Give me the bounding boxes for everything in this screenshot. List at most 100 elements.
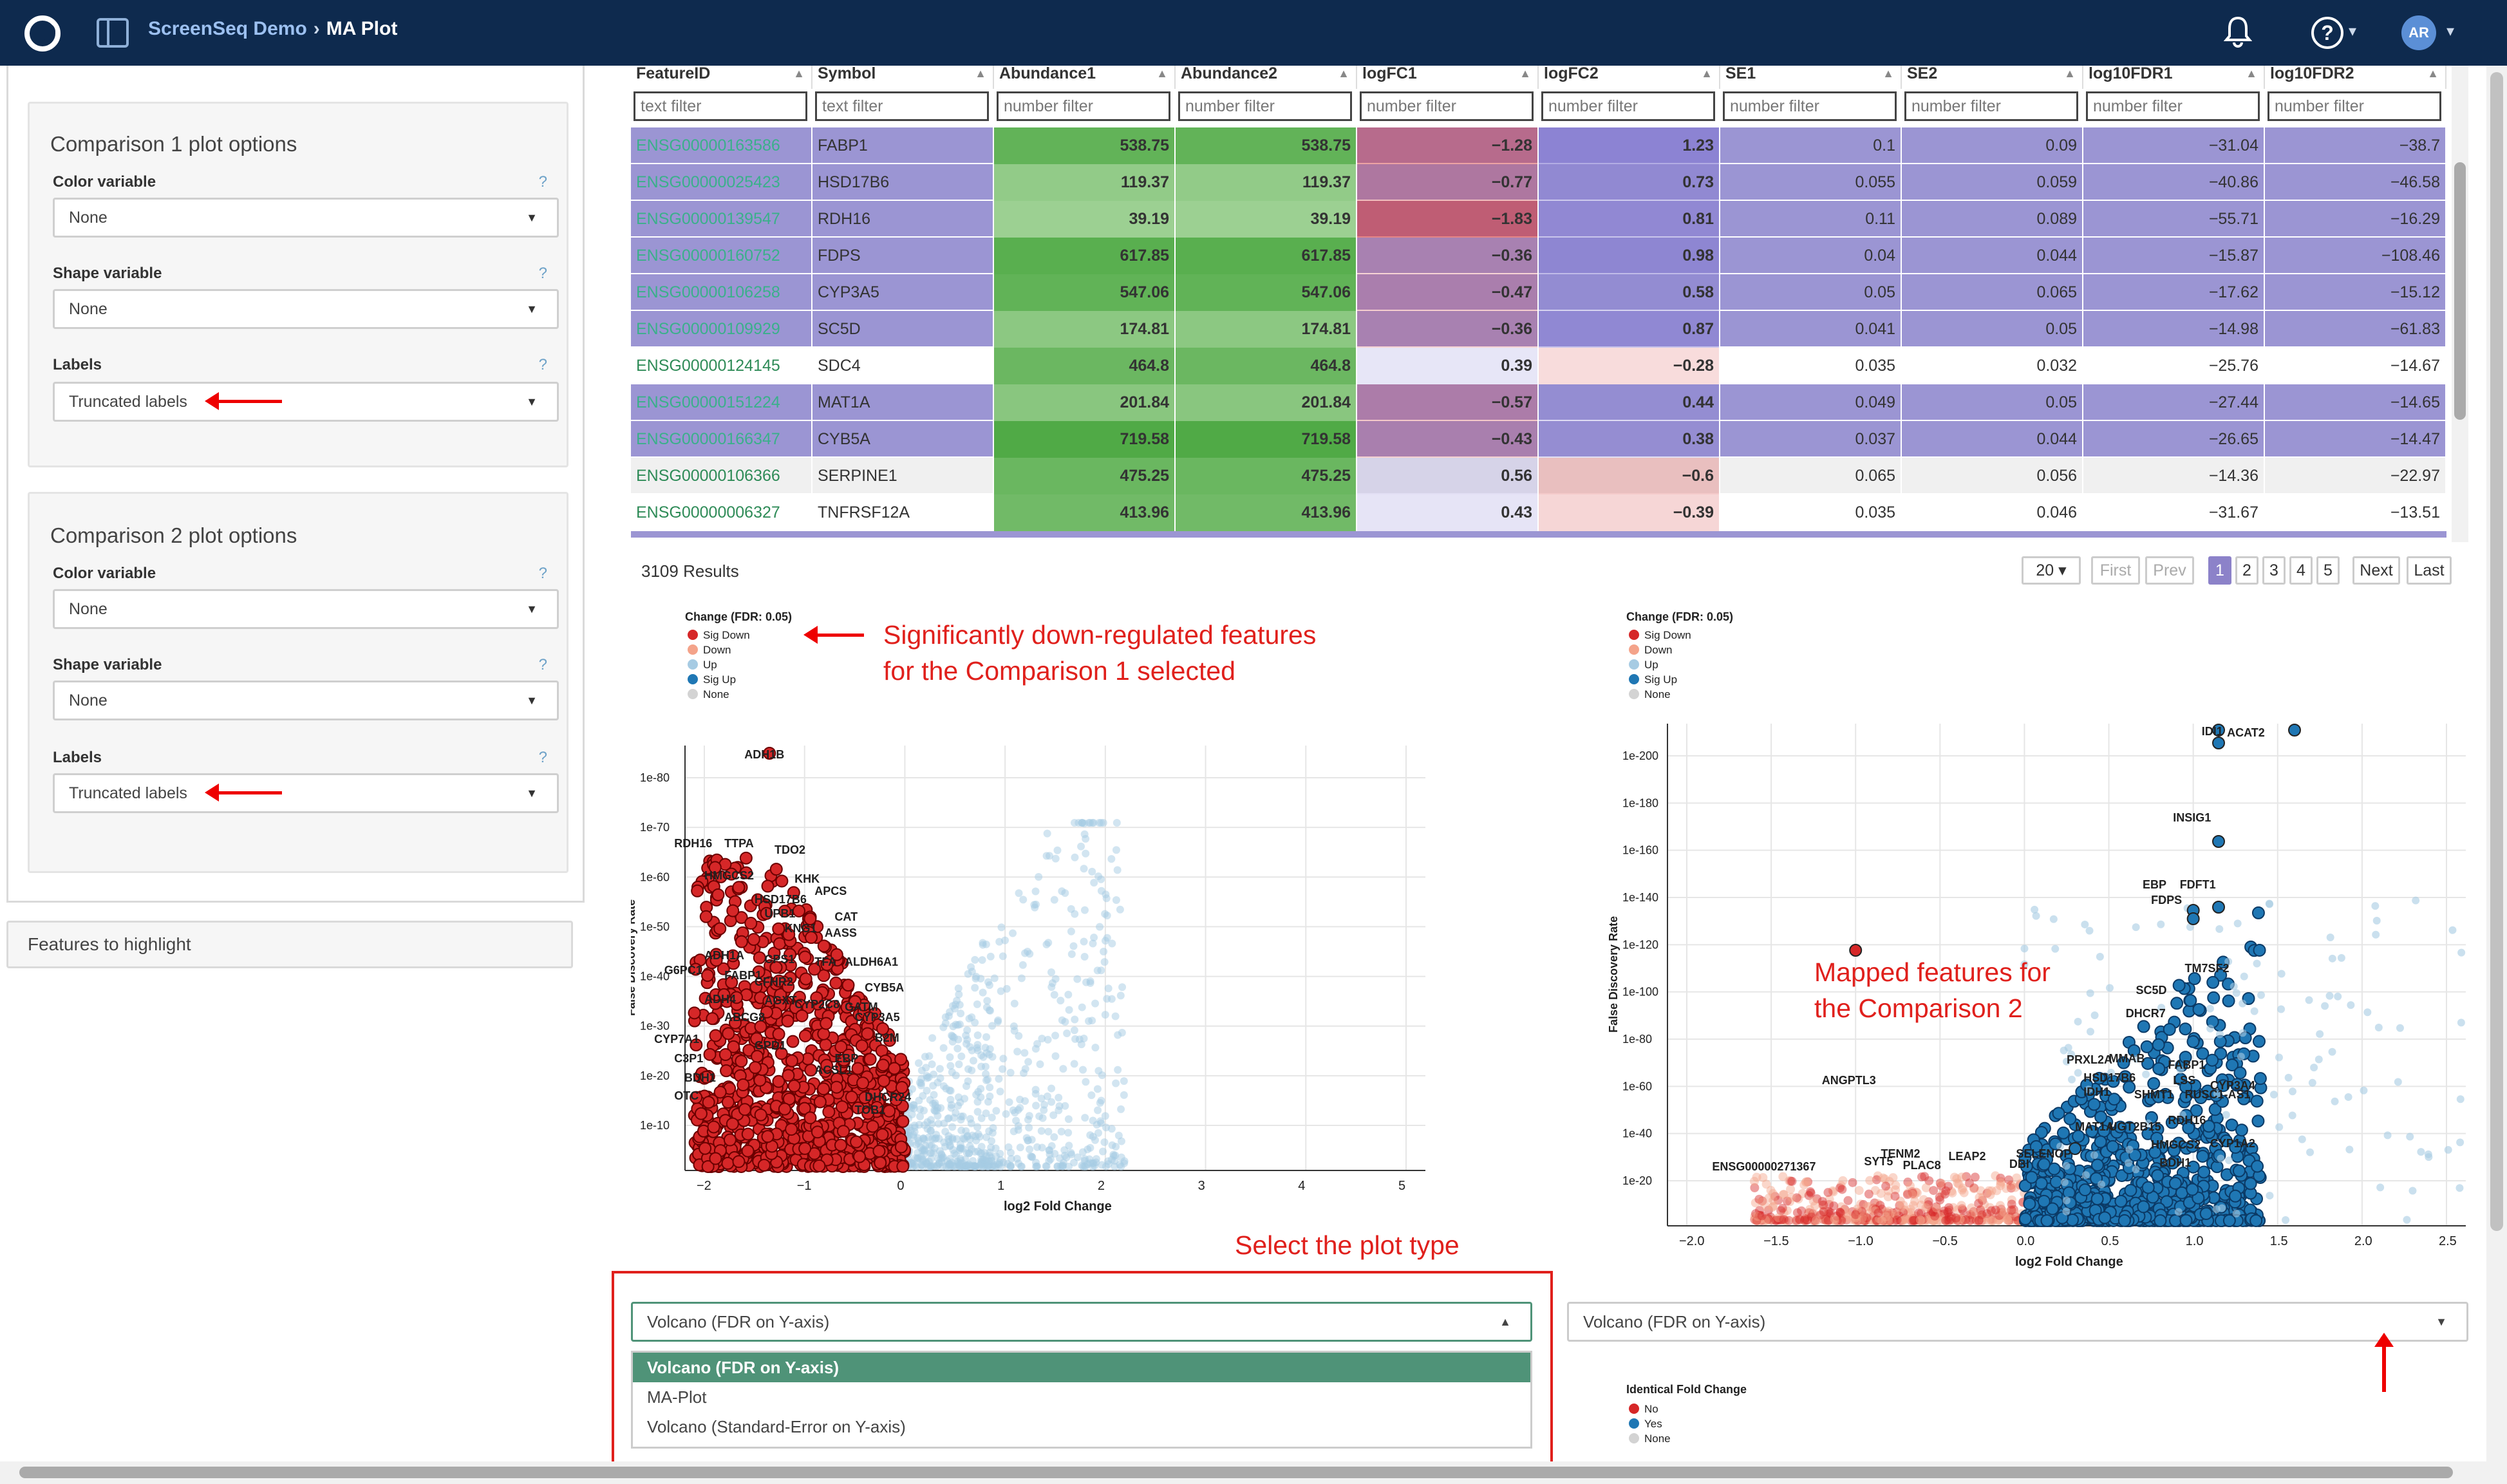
page-4-button[interactable]: 4 xyxy=(2289,556,2313,585)
comparison1-color-select[interactable]: None ▼ xyxy=(53,198,559,238)
table-row[interactable]: ENSG00000160752 FDPS 617.85 617.85 −0.36 0.98… xyxy=(631,238,2446,274)
column-header[interactable]: logFC2 ▲ xyxy=(1539,66,1720,89)
column-filter-input[interactable]: number filter xyxy=(1541,91,1715,121)
table-row[interactable]: ENSG00000025423 HSD17B6 119.37 119.37 −0.77 0… xyxy=(631,164,2446,201)
table-row[interactable]: ENSG00000006327 TNFRSF12A 413.96 413.96 0.43… xyxy=(631,494,2446,531)
page-5-button[interactable]: 5 xyxy=(2316,556,2340,585)
sort-icon[interactable]: ▲ xyxy=(1701,67,1713,80)
column-filter-input[interactable]: text filter xyxy=(815,91,989,121)
feature-id-link[interactable]: ENSG00000166347 xyxy=(631,421,812,458)
comparison1-labels-select[interactable]: Truncated labels ▼ xyxy=(53,382,559,422)
table-row[interactable]: ENSG00000109929 SC5D 174.81 174.81 −0.36 0.87… xyxy=(631,311,2446,348)
column-header[interactable]: Abundance2 ▲ xyxy=(1176,66,1357,89)
column-filter-input[interactable]: number filter xyxy=(997,91,1170,121)
last-page-button[interactable]: Last xyxy=(2407,556,2452,585)
column-filter-input[interactable]: number filter xyxy=(1904,91,2078,121)
scrollbar-thumb[interactable] xyxy=(2490,72,2503,1231)
feature-id-link[interactable]: ENSG00000106366 xyxy=(631,458,812,494)
feature-id-link[interactable]: ENSG00000006327 xyxy=(631,494,812,531)
help-icon[interactable]: ? xyxy=(538,265,547,282)
help-icon[interactable]: ? xyxy=(538,356,547,373)
sort-icon[interactable]: ▲ xyxy=(1883,67,1894,80)
point xyxy=(2197,1165,2211,1179)
table-row[interactable]: ENSG00000106366 SERPINE1 475.25 475.25 0.56−… xyxy=(631,458,2446,494)
page-size-select[interactable]: 20 ▾ xyxy=(2022,556,2081,585)
avatar-chevron-down-icon[interactable]: ▾ xyxy=(2446,23,2455,40)
page-3-button[interactable]: 3 xyxy=(2262,556,2286,585)
comparison1-shape-select[interactable]: None ▼ xyxy=(53,289,559,329)
help-icon[interactable]: ? xyxy=(538,749,547,766)
notification-bell-icon[interactable] xyxy=(2224,15,2252,48)
column-filter-input[interactable]: number filter xyxy=(2086,91,2260,121)
page-vertical-scrollbar[interactable] xyxy=(2486,66,2507,1461)
point xyxy=(1977,1213,1987,1223)
features-to-highlight-toggle[interactable]: Features to highlight xyxy=(6,921,573,968)
feature-id-link[interactable]: ENSG00000124145 xyxy=(631,348,812,384)
column-filter-input[interactable]: number filter xyxy=(1723,91,1897,121)
plot-type-option[interactable]: Volcano (Standard-Error on Y-axis) xyxy=(647,1417,906,1436)
column-header[interactable]: logFC1 ▲ xyxy=(1357,66,1539,89)
table-row[interactable] xyxy=(631,531,2446,539)
feature-id-link[interactable]: ENSG00000160752 xyxy=(631,238,812,274)
prev-page-button[interactable]: Prev xyxy=(2145,556,2194,585)
help-icon[interactable]: ? xyxy=(538,565,547,582)
app-logo-icon[interactable] xyxy=(24,15,61,52)
table-row[interactable]: ENSG00000106258 CYP3A5 547.06 547.06 −0.47 0.… xyxy=(631,274,2446,311)
first-page-button[interactable]: First xyxy=(2091,556,2140,585)
table-row[interactable]: ENSG00000124145 SDC4 464.8 464.8 0.39 −0.28 0.… xyxy=(631,348,2446,384)
scrollbar-thumb[interactable] xyxy=(2454,162,2466,420)
column-header[interactable]: SE2 ▲ xyxy=(1902,66,2083,89)
column-header[interactable]: FeatureID ▲ xyxy=(631,66,812,89)
table-row[interactable]: ENSG00000163586 FABP1 538.75 538.75 −1.28 1.2… xyxy=(631,127,2446,164)
comparison2-color-select[interactable]: None ▼ xyxy=(53,589,559,629)
sort-icon[interactable]: ▲ xyxy=(1338,67,1349,80)
feature-id-link[interactable]: ENSG00000163586 xyxy=(631,127,812,164)
sort-icon[interactable]: ▲ xyxy=(793,67,805,80)
column-header[interactable]: log10FDR1 ▲ xyxy=(2083,66,2265,89)
sort-icon[interactable]: ▲ xyxy=(1519,67,1531,80)
sort-icon[interactable]: ▲ xyxy=(975,67,986,80)
breadcrumb-app[interactable]: ScreenSeq Demo xyxy=(148,18,307,39)
sidebar-toggle-icon[interactable] xyxy=(97,18,129,48)
avatar[interactable]: AR xyxy=(2401,15,2436,50)
column-filter-input[interactable]: number filter xyxy=(2268,91,2441,121)
feature-id-link[interactable]: ENSG00000109929 xyxy=(631,311,812,348)
scrollbar-thumb[interactable] xyxy=(19,1467,2453,1478)
sort-icon[interactable]: ▲ xyxy=(2427,67,2439,80)
column-filter-input[interactable]: text filter xyxy=(634,91,807,121)
table-row[interactable]: ENSG00000151224 MAT1A 201.84 201.84 −0.57 0.4… xyxy=(631,384,2446,421)
column-header[interactable]: log10FDR2 ▲ xyxy=(2265,66,2446,89)
page-1-button[interactable]: 1 xyxy=(2208,556,2231,585)
plot-type-option[interactable]: MA-Plot xyxy=(647,1387,707,1407)
column-header[interactable]: Abundance1 ▲ xyxy=(994,66,1176,89)
feature-id-link[interactable]: ENSG00000139547 xyxy=(631,201,812,238)
column-header[interactable]: SE1 ▲ xyxy=(1720,66,1902,89)
help-icon[interactable]: ? xyxy=(538,656,547,673)
page-2-button[interactable]: 2 xyxy=(2235,556,2258,585)
column-filter-input[interactable]: number filter xyxy=(1360,91,1534,121)
table-row[interactable]: ENSG00000166347 CYB5A 719.58 719.58 −0.43 0.3… xyxy=(631,421,2446,458)
feature-id-link[interactable]: ENSG00000106258 xyxy=(631,274,812,311)
plot-type-option[interactable]: Volcano (FDR on Y-axis) xyxy=(633,1353,1530,1382)
table-scrollbar[interactable] xyxy=(2452,66,2468,542)
sort-icon[interactable]: ▲ xyxy=(2246,67,2257,80)
table-row[interactable]: ENSG00000139547 RDH16 39.19 39.19 −1.83 0.81 0… xyxy=(631,201,2446,238)
sort-icon[interactable]: ▲ xyxy=(1156,67,1168,80)
plot1-type-select[interactable]: Volcano (FDR on Y-axis) ▲ xyxy=(631,1302,1532,1342)
caret-down-icon: ▼ xyxy=(526,603,538,615)
comparison2-shape-select[interactable]: None ▼ xyxy=(53,681,559,720)
column-filter-input[interactable]: number filter xyxy=(1178,91,1352,121)
help-chevron-down-icon[interactable]: ▾ xyxy=(2349,23,2357,40)
help-icon[interactable]: ? xyxy=(538,173,547,191)
help-icon[interactable]: ? xyxy=(2311,17,2343,49)
next-page-button[interactable]: Next xyxy=(2352,556,2400,585)
feature-id-link[interactable]: ENSG00000151224 xyxy=(631,384,812,421)
column-header[interactable]: Symbol ▲ xyxy=(812,66,994,89)
page-horizontal-scrollbar[interactable] xyxy=(0,1461,2507,1484)
plot2-type-select[interactable]: Volcano (FDR on Y-axis) ▼ xyxy=(1567,1302,2468,1342)
feature-id-link[interactable]: ENSG00000025423 xyxy=(631,164,812,201)
comparison2-labels-select[interactable]: Truncated labels ▼ xyxy=(53,773,559,813)
sort-icon[interactable]: ▲ xyxy=(2064,67,2076,80)
